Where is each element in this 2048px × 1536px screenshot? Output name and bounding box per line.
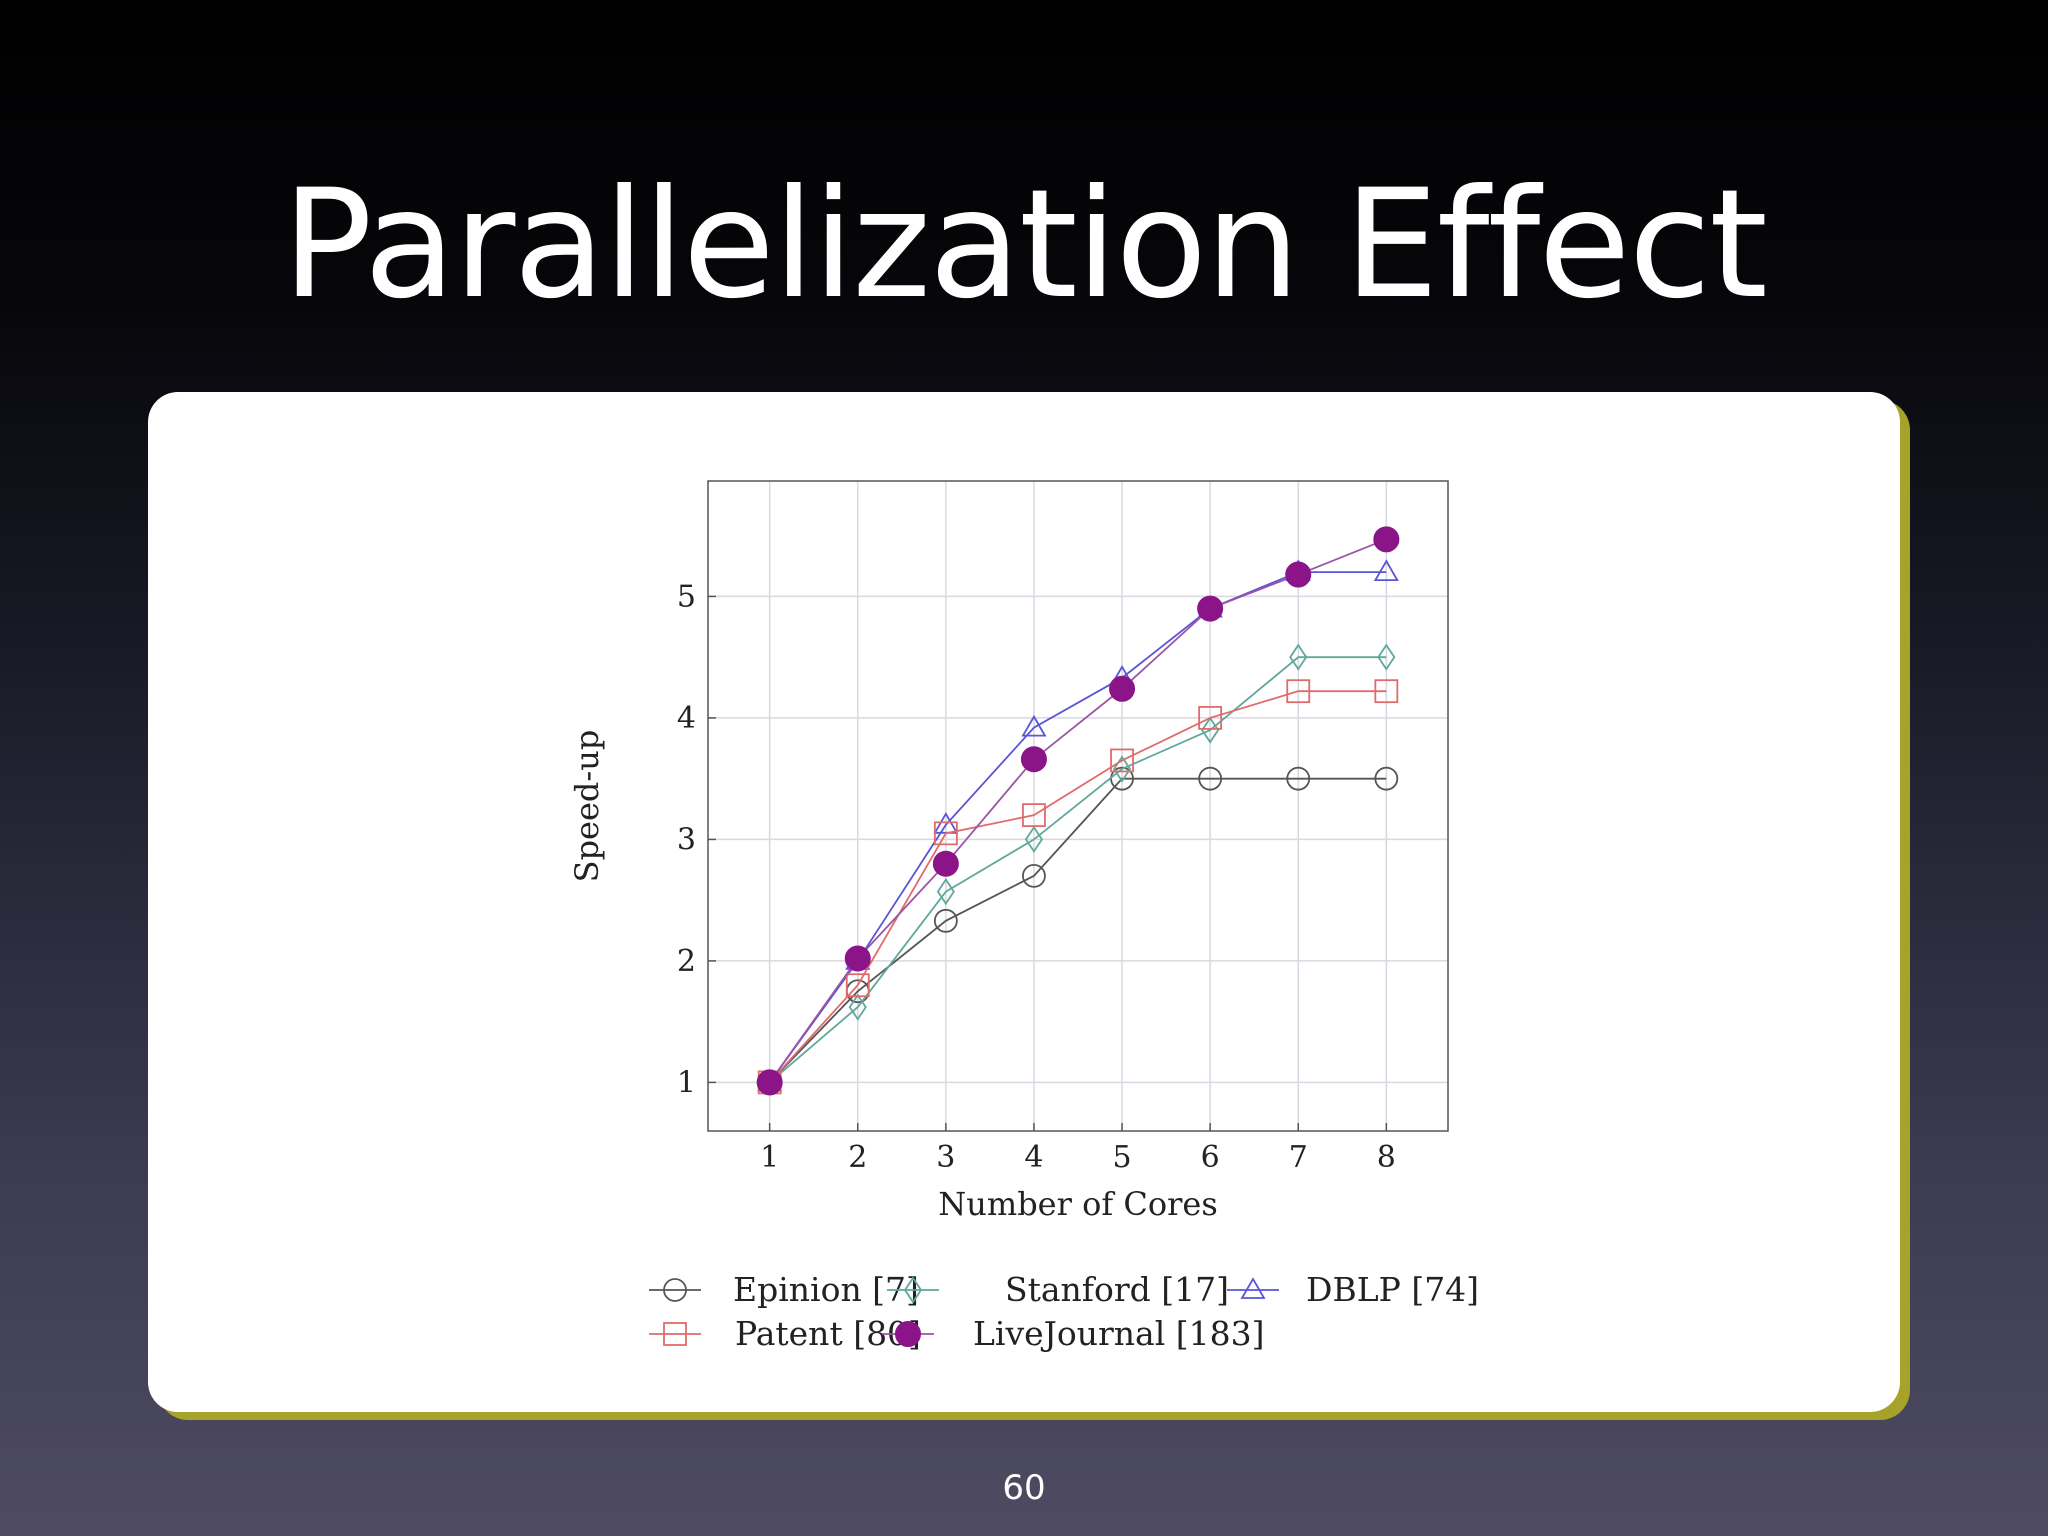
series-layer (756, 526, 1400, 1097)
series-line (769, 656, 1387, 1084)
series-line (768, 571, 1387, 1083)
data-point-marker (1197, 595, 1224, 622)
x-tick-label: 4 (1024, 1140, 1043, 1175)
x-axis-title: Number of Cores (938, 1185, 1218, 1223)
data-point-marker (1240, 1277, 1266, 1299)
series-stanford-17 (760, 643, 1396, 1097)
series-epinion-7 (757, 766, 1399, 1095)
y-tick-label: 5 (677, 579, 696, 614)
y-tick-label: 2 (677, 944, 696, 979)
grid-lines (708, 481, 1448, 1131)
y-axis-title: Speed-up (568, 730, 606, 883)
data-point-marker (663, 1278, 687, 1302)
data-point-marker (1377, 643, 1396, 671)
legend-item: LiveJournal [183] (882, 1314, 1264, 1353)
legend-label: LiveJournal [183] (973, 1314, 1264, 1353)
series-line (769, 777, 1387, 1084)
data-point-marker (1109, 675, 1136, 702)
data-point-marker (1374, 766, 1399, 791)
x-tick-label: 6 (1201, 1140, 1220, 1175)
data-point-marker (1198, 766, 1223, 791)
legend-label: DBLP [74] (1306, 1270, 1479, 1309)
legend-item: Epinion [7] (649, 1270, 919, 1309)
x-tick-label: 2 (848, 1140, 867, 1175)
data-point-marker (1021, 714, 1047, 737)
x-tick-label: 7 (1289, 1140, 1308, 1175)
legend-label: Stanford [17] (1005, 1270, 1229, 1309)
legend-item: Stanford [17] (887, 1270, 1229, 1309)
page-number: 60 (1002, 1468, 1046, 1508)
series-patent-80 (757, 679, 1399, 1095)
data-point-marker (1020, 746, 1047, 773)
data-point-marker (756, 1069, 783, 1096)
data-point-marker (903, 1276, 923, 1304)
data-point-marker (844, 945, 871, 972)
data-point-marker (932, 850, 959, 877)
legend-item: DBLP [74] (1227, 1270, 1479, 1309)
x-tick-label: 1 (760, 1140, 779, 1175)
data-point-marker (1286, 766, 1311, 791)
series-livejournal-183 (756, 526, 1400, 1096)
data-point-marker (1112, 755, 1132, 783)
speedup-line-chart: 1 2 3 4 5 6 7 8 1 2 3 4 5 Number of Cores Speed-up E… (568, 480, 1479, 1353)
data-point-marker (1289, 643, 1308, 671)
y-tick-label: 3 (677, 822, 696, 857)
data-point-marker (1024, 825, 1044, 854)
chart-legend: Epinion [7] Stanford [17] DBLP [74] Patent … (649, 1270, 1479, 1353)
legend-item: Patent [80] (649, 1314, 921, 1353)
series-line (768, 538, 1387, 1083)
data-point-marker (663, 1322, 687, 1346)
data-point-marker (933, 821, 958, 846)
slide-title: Parallelization Effect (282, 158, 1768, 332)
series-line (768, 690, 1387, 1084)
data-point-marker (1373, 526, 1400, 553)
x-tick-label: 5 (1113, 1140, 1132, 1175)
data-point-marker (1286, 679, 1311, 704)
data-point-marker (1110, 748, 1134, 773)
data-point-marker (1201, 716, 1220, 744)
data-point-marker (936, 878, 955, 906)
data-point-marker (1373, 559, 1399, 582)
x-tick-label: 8 (1377, 1140, 1396, 1175)
y-tick-label: 1 (677, 1065, 696, 1100)
data-point-marker (1285, 561, 1312, 588)
plot-area-frame (707, 480, 1449, 1132)
data-point-marker (1022, 863, 1046, 888)
data-point-marker (895, 1321, 921, 1347)
data-point-marker (933, 908, 958, 933)
y-tick-label: 4 (677, 701, 696, 736)
axis-ticks: 1 2 3 4 5 6 7 8 1 2 3 4 5 (677, 579, 1396, 1175)
data-point-marker (845, 973, 870, 998)
figure-panel: 1 2 3 4 5 6 7 8 1 2 3 4 5 Number of Cores Speed-up E… (148, 392, 1900, 1412)
x-tick-label: 3 (936, 1140, 955, 1175)
data-point-marker (1198, 706, 1223, 730)
data-point-marker (1374, 679, 1399, 704)
data-point-marker (1022, 803, 1046, 828)
data-point-marker (848, 993, 867, 1021)
